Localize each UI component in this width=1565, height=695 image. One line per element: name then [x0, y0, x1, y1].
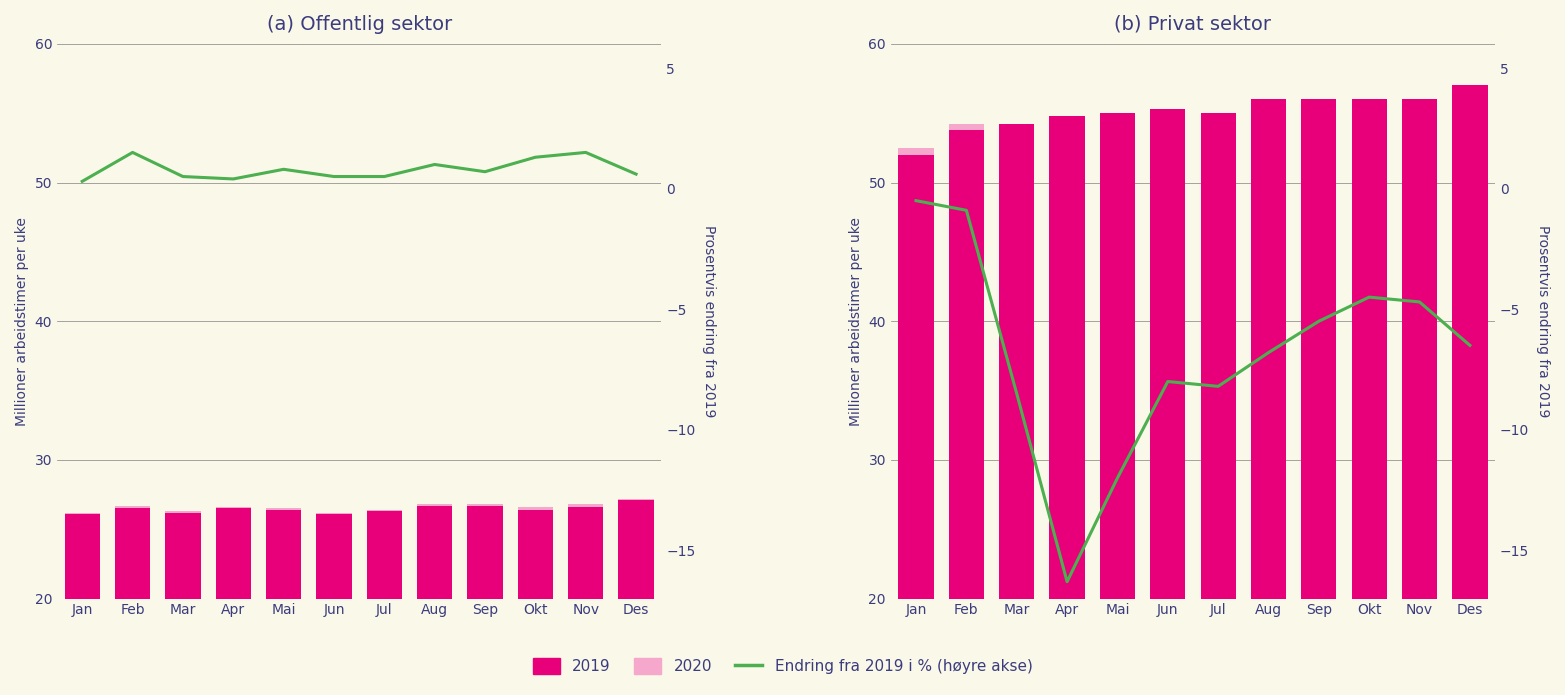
Bar [1301, 99, 1337, 598]
Bar [416, 505, 452, 598]
Bar [114, 509, 150, 598]
Bar [114, 506, 150, 598]
Bar [1200, 113, 1236, 598]
Bar [1352, 144, 1387, 598]
Title: (a) Offentlig sektor: (a) Offentlig sektor [266, 15, 452, 34]
Title: (b) Privat sektor: (b) Privat sektor [1114, 15, 1271, 34]
Bar [366, 510, 402, 598]
Bar [1200, 176, 1236, 598]
Bar [618, 499, 654, 598]
Bar [1452, 85, 1487, 598]
Bar [998, 186, 1034, 598]
Bar [948, 130, 984, 598]
Bar [998, 124, 1034, 598]
Legend: 2019, 2020, Endring fra 2019 i % (høyre akse): 2019, 2020, Endring fra 2019 i % (høyre … [526, 652, 1039, 680]
Y-axis label: Millioner arbeidstimer per uke: Millioner arbeidstimer per uke [848, 217, 862, 425]
Bar [898, 148, 934, 598]
Bar [166, 512, 200, 598]
Bar [1250, 99, 1286, 598]
Bar [1050, 116, 1085, 598]
Y-axis label: Millioner arbeidstimer per uke: Millioner arbeidstimer per uke [16, 217, 30, 425]
Bar [1352, 99, 1387, 598]
Bar [898, 155, 934, 598]
Bar [1100, 113, 1135, 598]
Bar [64, 513, 100, 598]
Bar [468, 505, 502, 598]
Bar [1150, 169, 1185, 598]
Bar [1250, 152, 1286, 598]
Bar [316, 514, 352, 598]
Bar [618, 500, 654, 598]
Bar [216, 507, 250, 598]
Bar [266, 509, 300, 598]
Bar [1402, 144, 1437, 598]
Y-axis label: Prosentvis endring fra 2019: Prosentvis endring fra 2019 [1535, 225, 1549, 418]
Bar [468, 506, 502, 598]
Bar [1050, 238, 1085, 598]
Bar [216, 509, 250, 598]
Bar [1301, 148, 1337, 598]
Bar [166, 513, 200, 598]
Bar [64, 514, 100, 598]
Bar [518, 507, 552, 598]
Bar [1452, 134, 1487, 598]
Bar [568, 505, 604, 598]
Bar [366, 512, 402, 598]
Bar [1100, 208, 1135, 598]
Y-axis label: Prosentvis endring fra 2019: Prosentvis endring fra 2019 [703, 225, 717, 418]
Bar [568, 507, 604, 598]
Bar [416, 506, 452, 598]
Bar [518, 510, 552, 598]
Bar [948, 124, 984, 598]
Bar [1402, 99, 1437, 598]
Bar [316, 513, 352, 598]
Bar [1150, 109, 1185, 598]
Bar [266, 510, 300, 598]
